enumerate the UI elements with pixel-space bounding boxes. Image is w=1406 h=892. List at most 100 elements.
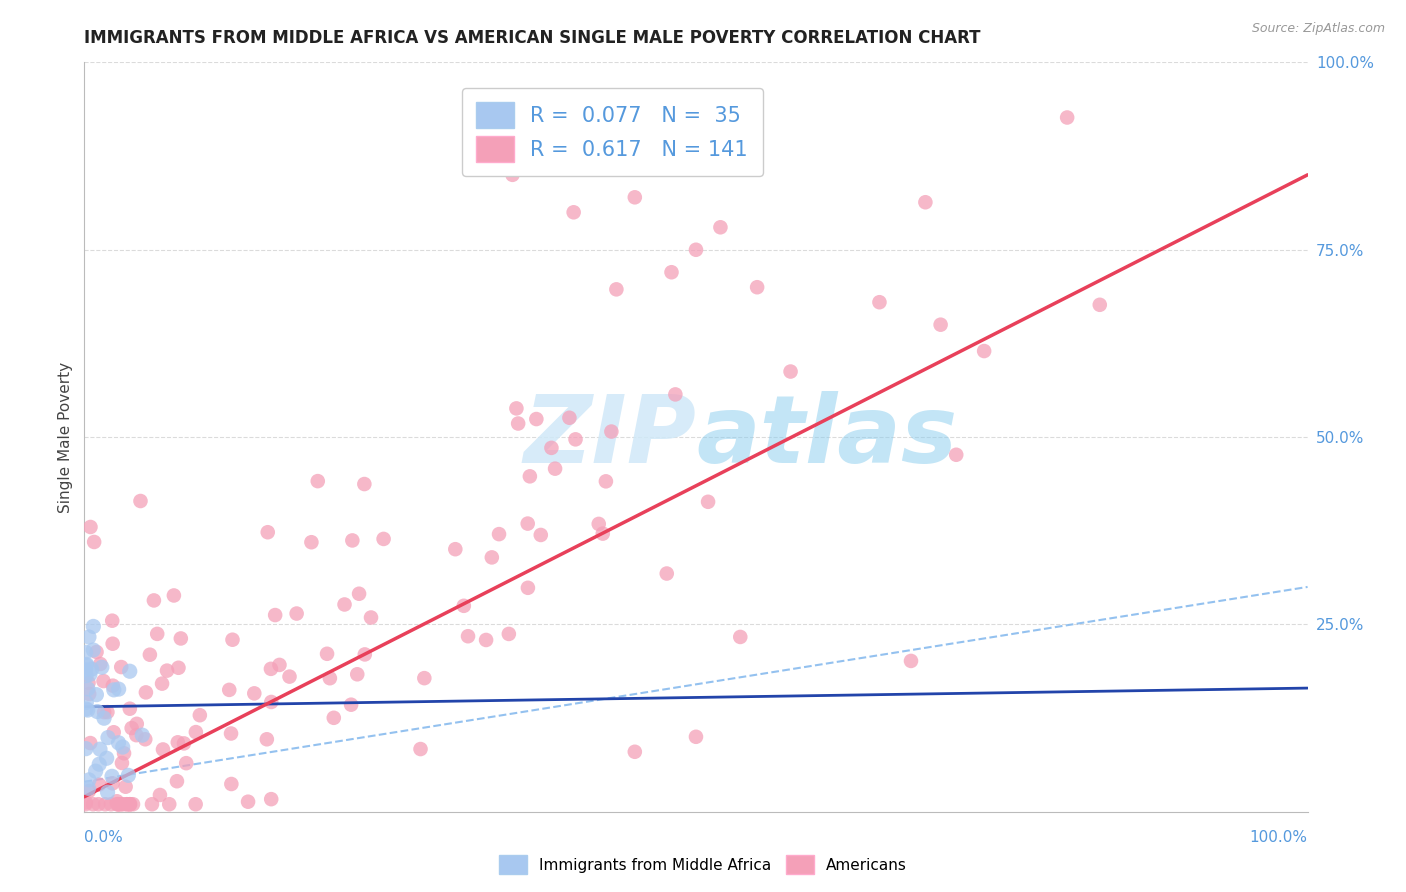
Point xyxy=(152,742,174,756)
Point xyxy=(342,533,364,548)
Point xyxy=(75,663,97,677)
Point xyxy=(347,587,370,601)
Point xyxy=(75,797,97,812)
Point xyxy=(730,630,752,644)
Point xyxy=(624,190,647,204)
Point xyxy=(184,725,207,739)
Point xyxy=(112,746,135,760)
Point xyxy=(333,598,356,612)
Point xyxy=(129,494,152,508)
Point xyxy=(914,195,936,210)
Point xyxy=(360,610,382,624)
Point xyxy=(166,774,188,789)
Point xyxy=(75,796,97,810)
Point xyxy=(929,318,952,332)
Point xyxy=(75,668,97,682)
Point xyxy=(83,535,105,549)
Point xyxy=(101,769,124,783)
Point xyxy=(1088,298,1111,312)
Point xyxy=(221,777,243,791)
Point xyxy=(115,797,138,812)
Point xyxy=(236,795,259,809)
Point xyxy=(588,516,610,531)
Point xyxy=(218,682,240,697)
Point xyxy=(685,730,707,744)
Point xyxy=(114,780,136,794)
Point xyxy=(115,797,138,812)
Point xyxy=(524,412,547,426)
Point xyxy=(111,797,134,812)
Point xyxy=(101,679,124,693)
Point xyxy=(134,732,156,747)
Point xyxy=(108,797,131,812)
Point xyxy=(516,581,538,595)
Point xyxy=(685,243,707,257)
Point xyxy=(457,629,479,643)
Point xyxy=(167,661,190,675)
Point xyxy=(260,662,283,676)
Point xyxy=(77,687,100,701)
Point xyxy=(170,632,193,646)
Text: 0.0%: 0.0% xyxy=(84,830,124,846)
Point xyxy=(973,344,995,359)
Point xyxy=(90,660,112,674)
Point xyxy=(94,797,117,812)
Point xyxy=(516,516,538,531)
Point xyxy=(79,667,101,681)
Point xyxy=(149,788,172,802)
Point xyxy=(544,461,567,475)
Point xyxy=(747,280,769,294)
Point xyxy=(118,797,141,812)
Point xyxy=(157,797,180,812)
Point xyxy=(664,387,686,401)
Point xyxy=(346,667,368,681)
Point xyxy=(340,698,363,712)
Point xyxy=(77,772,100,787)
Point xyxy=(93,705,115,719)
Point xyxy=(1056,111,1078,125)
Point xyxy=(89,657,111,671)
Point xyxy=(76,703,98,717)
Point xyxy=(697,495,720,509)
Point xyxy=(481,550,503,565)
Point xyxy=(77,681,100,696)
Point xyxy=(260,695,283,709)
Y-axis label: Single Male Poverty: Single Male Poverty xyxy=(58,361,73,513)
Point xyxy=(107,736,129,750)
Point xyxy=(475,632,498,647)
Point xyxy=(87,777,110,791)
Point xyxy=(76,657,98,672)
Point xyxy=(110,660,132,674)
Point xyxy=(105,794,128,808)
Point xyxy=(118,702,141,716)
Point xyxy=(540,441,562,455)
Point xyxy=(184,797,207,812)
Point xyxy=(260,792,283,806)
Point xyxy=(118,797,141,812)
Text: IMMIGRANTS FROM MIDDLE AFRICA VS AMERICAN SINGLE MALE POVERTY CORRELATION CHART: IMMIGRANTS FROM MIDDLE AFRICA VS AMERICA… xyxy=(84,29,981,47)
Point xyxy=(661,265,683,279)
Point xyxy=(131,728,153,742)
Point xyxy=(508,417,530,431)
Point xyxy=(562,205,585,219)
Point xyxy=(173,736,195,750)
Point xyxy=(163,589,186,603)
Point xyxy=(77,675,100,690)
Point xyxy=(353,477,375,491)
Point xyxy=(595,475,617,489)
Point xyxy=(110,797,132,812)
Point xyxy=(409,742,432,756)
Point xyxy=(79,520,101,534)
Point xyxy=(558,410,581,425)
Point xyxy=(101,637,124,651)
Point xyxy=(156,664,179,678)
Point xyxy=(96,705,118,719)
Point xyxy=(322,711,344,725)
Point xyxy=(498,627,520,641)
Point xyxy=(84,764,107,779)
Point xyxy=(77,630,100,644)
Point xyxy=(600,425,623,439)
Point xyxy=(87,797,110,812)
Point xyxy=(299,535,322,549)
Point xyxy=(111,756,134,770)
